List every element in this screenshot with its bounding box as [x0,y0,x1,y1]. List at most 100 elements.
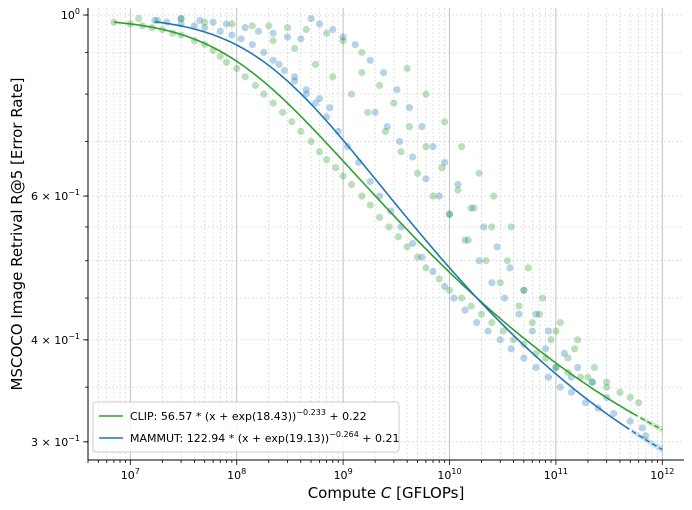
mammut-point [406,104,413,111]
clip-point [482,257,489,264]
mammut-point [307,15,314,22]
mammut-legend-label: MAMMUT: 122.94 * (x + exp(19.13))−0.264 … [130,430,400,445]
mammut-point [291,73,298,80]
clip-point [422,91,429,98]
clip-point [397,148,404,155]
mammut-point [497,336,504,343]
clip-point [468,302,475,309]
clip-point [557,319,564,326]
clip-point [616,389,623,396]
mammut-point [396,138,403,145]
mammut-point [473,319,480,326]
clip-point [307,138,314,145]
mammut-point [476,257,483,264]
clip-point [291,45,298,52]
mammut-point [238,35,245,42]
mammut-point [461,236,468,243]
y-tick-label: 4 × 10−1 [31,332,80,347]
mammut-point [639,424,646,431]
clip-point [488,319,495,326]
mammut-point [303,86,310,93]
clip-point [329,73,336,80]
mammut-point [515,311,522,318]
clip-point [458,143,465,150]
mammut-point [520,354,527,361]
mammut-point [508,345,515,352]
clip-point [525,264,532,271]
clip-point [635,399,642,406]
clip-legend-label: CLIP: 56.57 * (x + exp(18.43))−0.233 + 0… [130,408,367,423]
data-points [110,15,649,440]
mammut-point [275,61,282,68]
mammut-point [223,20,230,27]
clip-point [515,302,522,309]
mammut-point [255,28,262,35]
x-tick-label: 109 [334,467,353,482]
clip-point [478,311,485,318]
clip-point [223,59,230,66]
clip-point [488,223,495,230]
mammut-point [545,374,552,381]
mammut-point [409,153,416,160]
mammut-point [384,123,391,130]
clip-fit-line [114,22,638,416]
mammut-point [506,264,513,271]
clip-point [358,69,365,76]
mammut-point [367,178,374,185]
mammut-point [281,67,288,74]
clip-point [364,109,371,116]
mammut-point [270,57,277,64]
clip-point [265,22,272,29]
mammut-point [532,364,539,371]
mammut-point [480,223,487,230]
clip-point [348,91,355,98]
mammut-point [557,384,564,391]
clip-point [547,336,554,343]
mammut-point [441,159,448,166]
mammut-point [284,33,291,40]
clip-point [270,37,277,44]
mammut-point [532,311,539,318]
clip-point [316,148,323,155]
mammut-point [367,57,374,64]
mammut-point [372,109,379,116]
clip-point [233,65,240,72]
x-tick-label: 108 [227,467,246,482]
mammut-point [297,35,304,42]
clip-point [497,279,504,286]
clip-point [436,275,443,282]
x-tick-label: 1011 [544,467,568,482]
clip-point [288,118,295,125]
mammut-point [461,307,468,314]
mammut-point [217,28,224,35]
mammut-point [436,193,443,200]
clip-point [539,294,546,301]
clip-point [422,143,429,150]
mammut-point [380,69,387,76]
clip-point [252,82,259,89]
clip-point [270,99,277,106]
clip-point [490,193,497,200]
clip-point [323,30,330,37]
clip-point [508,223,515,230]
x-tick-label: 107 [121,467,140,482]
mammut-point [393,86,400,93]
axes [88,8,684,460]
mammut-point [177,15,184,22]
legend: CLIP: 56.57 * (x + exp(18.43))−0.233 + 0… [93,402,400,452]
clip-point [529,319,536,326]
clip-point [358,49,365,56]
mammut-point [501,294,508,301]
mammut-point [627,418,634,425]
mammut-point [270,30,277,37]
clip-point [376,214,383,221]
mammut-point [529,327,536,334]
clip-point [348,181,355,188]
clip-point [340,172,347,179]
clip-point [603,379,610,386]
mammut-point [409,240,416,247]
mammut-point [201,24,208,31]
clip-point [297,128,304,135]
mammut-point [454,181,461,188]
clip-point [395,233,402,240]
